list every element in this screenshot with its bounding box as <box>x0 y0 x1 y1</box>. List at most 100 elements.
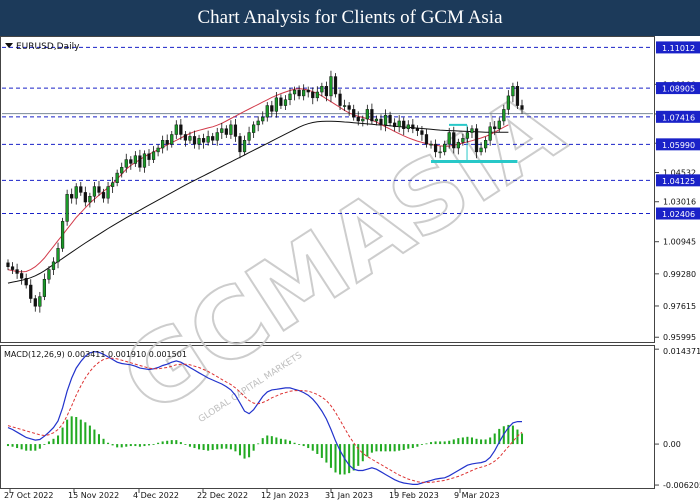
bear-candle <box>520 105 524 110</box>
macd-histogram-bar <box>357 444 360 466</box>
bull-candle <box>151 151 156 160</box>
macd-histogram-bar <box>361 444 364 462</box>
time-tick-label: 9 Mar 2023 <box>454 491 500 500</box>
macd-histogram-bar <box>20 444 23 450</box>
bull-candle <box>252 124 256 133</box>
macd-histogram-bar <box>511 425 514 445</box>
macd-histogram-bar <box>257 443 260 445</box>
macd-histogram-bar <box>470 437 473 445</box>
macd-histogram-bar <box>179 442 182 445</box>
bull-candle <box>283 99 288 106</box>
macd-histogram-bar <box>143 444 146 447</box>
bull-candle <box>133 155 137 164</box>
bull-candle <box>447 132 451 145</box>
macd-histogram-bar <box>430 442 433 445</box>
bear-candle <box>393 122 397 128</box>
time-tick-label: 27 Oct 2022 <box>4 491 53 500</box>
bear-candle <box>493 126 497 129</box>
macd-tick-label: -0.006205 <box>663 481 700 490</box>
level-label-bg <box>656 110 700 123</box>
macd-histogram-bar <box>184 444 187 445</box>
macd-histogram-bar <box>66 419 69 445</box>
bear-candle <box>24 278 28 286</box>
bear-candle <box>411 124 415 129</box>
macd-histogram-bar <box>311 444 314 451</box>
bull-candle <box>220 128 224 133</box>
level-label-bg <box>656 138 700 151</box>
macd-histogram-bar <box>370 444 373 453</box>
bear-candle <box>402 120 406 129</box>
macd-histogram-bar <box>16 444 19 449</box>
bear-candle <box>83 192 87 203</box>
level-label-bg <box>656 174 700 187</box>
bull-candle <box>174 124 178 135</box>
macd-histogram-bar <box>307 444 310 449</box>
bear-candle <box>347 105 351 110</box>
candlesticks <box>6 70 524 313</box>
bull-candle <box>302 89 306 97</box>
macd-histogram-bar <box>434 441 437 445</box>
macd-histogram-bar <box>448 440 451 445</box>
bull-candle <box>470 128 474 133</box>
macd-histogram-bar <box>25 444 28 451</box>
macd-histogram-bar <box>75 417 78 445</box>
macd-histogram-bar <box>480 439 483 445</box>
bear-candle <box>515 85 520 106</box>
bull-candle <box>65 194 69 222</box>
bull-candle <box>170 134 174 145</box>
bull-candle <box>502 109 506 122</box>
bear-candle <box>270 105 274 112</box>
bull-candle <box>206 136 210 143</box>
bear-candle <box>424 134 429 145</box>
macd-histogram-bar <box>270 436 273 445</box>
bull-candle <box>47 269 51 280</box>
bull-candle <box>342 105 347 107</box>
macd-histogram-bar <box>457 438 460 445</box>
macd-histogram-bar <box>293 442 296 445</box>
bull-candle <box>111 182 115 187</box>
bull-candle <box>465 132 470 139</box>
macd-histogram-bar <box>93 429 96 445</box>
macd-histogram-bar <box>325 444 328 463</box>
bull-candle <box>38 296 42 307</box>
macd-histogram-bar <box>425 443 428 445</box>
macd-histogram-bar <box>170 440 173 445</box>
bear-candle <box>147 153 151 160</box>
bear-candle <box>33 298 37 307</box>
macd-histogram-bar <box>398 444 401 451</box>
bull-candle <box>483 140 488 149</box>
macd-histogram-bar <box>393 444 396 452</box>
bear-candle <box>183 134 188 141</box>
macd-histogram-bar <box>198 444 201 450</box>
macd-histogram-bar <box>79 419 82 445</box>
level-label-bg <box>656 41 700 54</box>
macd-histogram-bar <box>275 437 278 445</box>
bear-candle <box>79 186 83 193</box>
bear-candle <box>356 116 360 122</box>
bear-candle <box>224 128 228 135</box>
bear-candle <box>370 109 374 122</box>
macd-histogram-bar <box>334 444 337 473</box>
bull-candle <box>60 221 65 249</box>
bull-candle <box>383 114 388 126</box>
macd-histogram-bar <box>489 437 492 445</box>
macd-histogram-bar <box>279 438 282 445</box>
macd-lines <box>7 350 523 485</box>
bull-candle <box>397 120 401 128</box>
bull-candle <box>438 151 442 154</box>
bear-candle <box>311 91 315 99</box>
price-tick-label: 0.99280 <box>663 270 696 279</box>
chart-title: Chart Analysis for Clients of GCM Asia <box>0 0 700 36</box>
macd-panel <box>0 345 655 489</box>
bull-candle <box>488 126 492 141</box>
bull-candle <box>443 143 447 153</box>
macd-histogram-bar <box>389 444 392 452</box>
bull-candle <box>142 153 147 168</box>
macd-histogram-bar <box>261 438 264 445</box>
macd-histogram-bar <box>316 444 319 454</box>
bull-candle <box>288 93 292 101</box>
time-axis: 27 Oct 2022 15 Nov 2022 4 Dec 2022 22 Dec 2… <box>4 489 500 500</box>
bear-candle <box>129 159 133 164</box>
bull-candle <box>56 248 60 263</box>
dropdown-triangle-icon[interactable] <box>5 43 13 48</box>
